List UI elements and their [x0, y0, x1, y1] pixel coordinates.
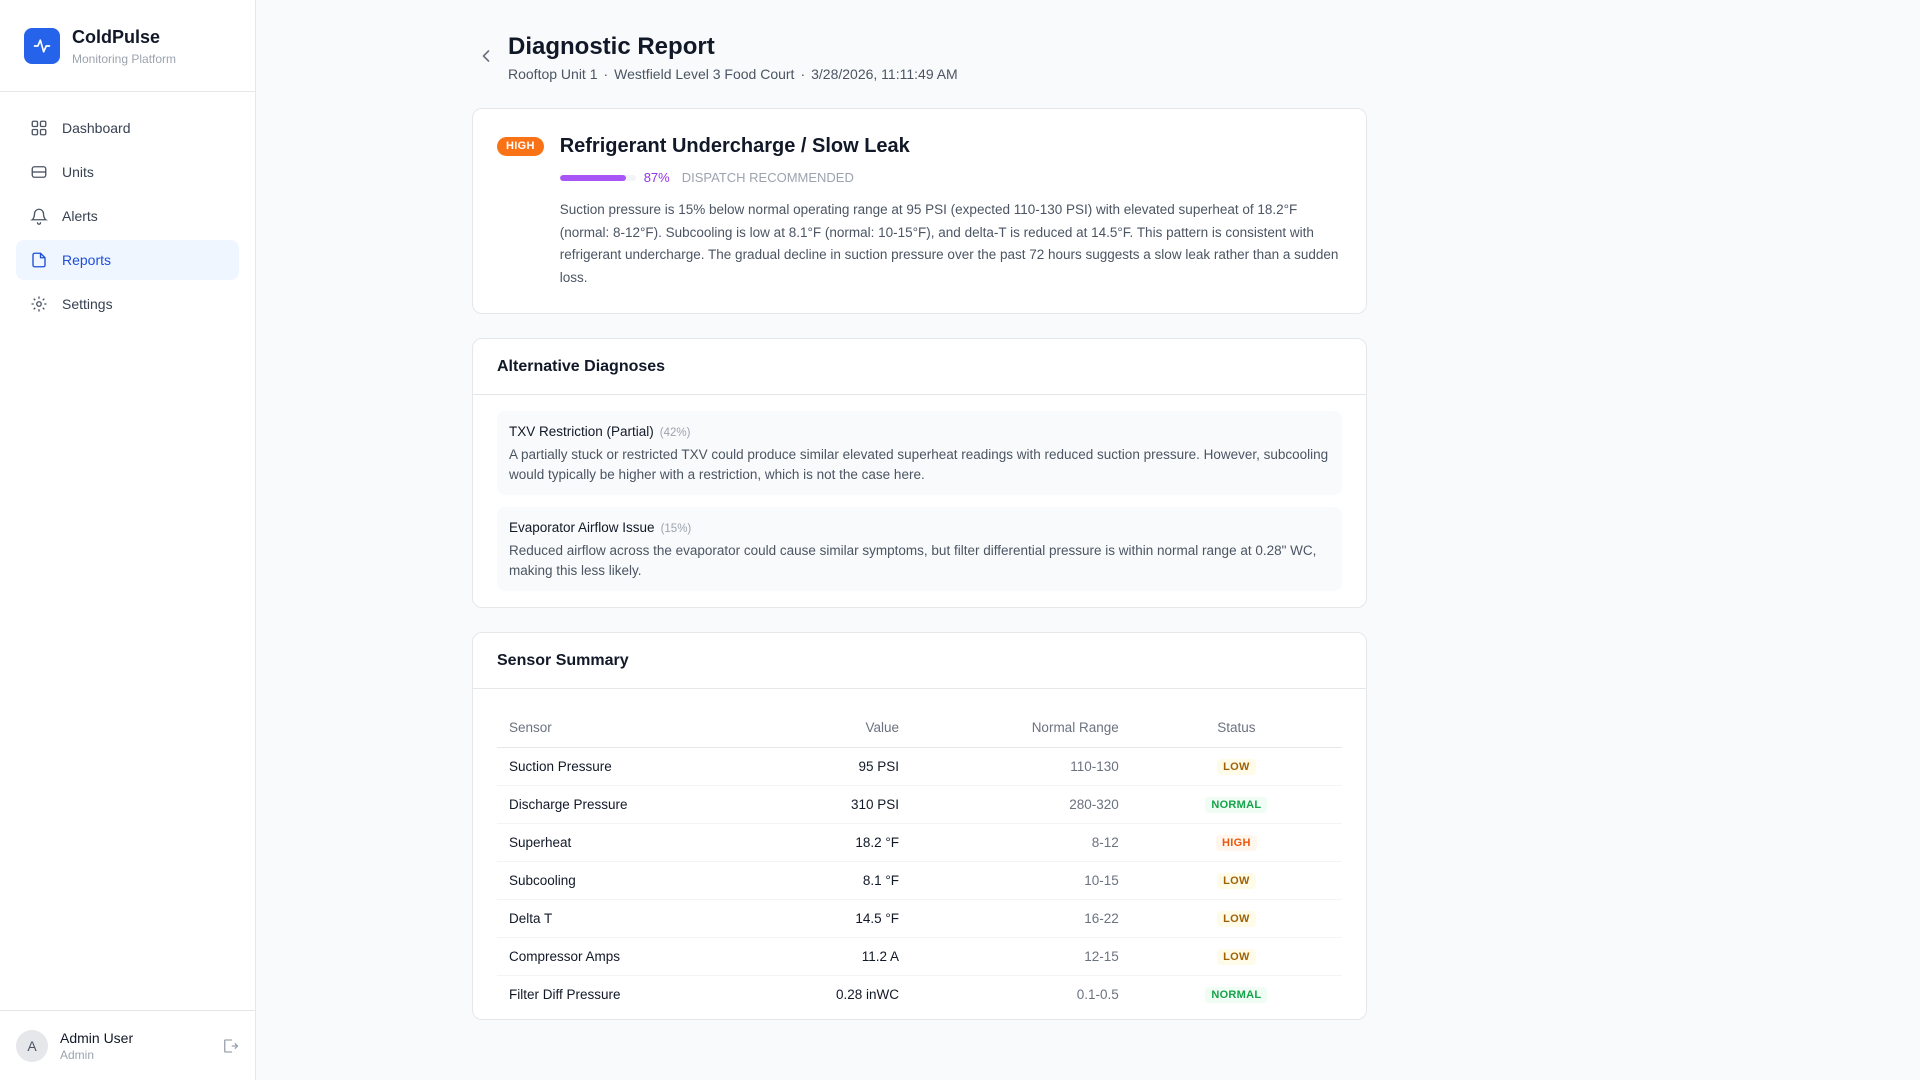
sensor-table: Sensor Value Normal Range Status Suction…: [497, 709, 1342, 1013]
gear-icon: [30, 295, 48, 313]
status-badge: LOW: [1217, 948, 1256, 965]
sensor-value: 14.5 °F: [784, 899, 912, 938]
page-header: Diagnostic Report Rooftop Unit 1 · Westfie…: [472, 32, 1367, 82]
severity-badge: HIGH: [497, 137, 544, 156]
logout-icon[interactable]: [221, 1037, 239, 1055]
sensor-value: 310 PSI: [784, 785, 912, 824]
confidence-bar-fill: [559, 174, 626, 181]
status-badge: LOW: [1217, 910, 1256, 927]
status-badge: NORMAL: [1205, 986, 1268, 1003]
status-badge: LOW: [1217, 872, 1256, 889]
sensor-name: Discharge Pressure: [497, 785, 785, 824]
confidence-percent: 87%: [643, 170, 670, 185]
location: Westfield Level 3 Food Court: [614, 66, 795, 82]
alternative-diagnoses-card: Alternative Diagnoses TXV Restriction (P…: [472, 338, 1367, 608]
sensor-value: 95 PSI: [784, 747, 912, 786]
sensor-value: 11.2 A: [784, 937, 912, 976]
sensor-normal-range: 10-15: [911, 861, 1131, 900]
sidebar-item-dashboard[interactable]: Dashboard: [16, 108, 239, 148]
confidence-bar: [559, 174, 636, 181]
sidebar-item-label: Reports: [62, 252, 112, 268]
sensor-normal-range: 8-12: [911, 823, 1131, 862]
sensor-name: Superheat: [497, 823, 785, 862]
sidebar-nav: Dashboard Units Alerts Reports: [0, 92, 255, 1010]
alternative-name: TXV Restriction (Partial): [509, 424, 654, 439]
file-icon: [30, 251, 48, 269]
column-header-value: Value: [784, 709, 912, 748]
bell-icon: [30, 207, 48, 225]
table-row: Suction Pressure 95 PSI 110-130 LOW: [497, 747, 1342, 786]
sensor-normal-range: 16-22: [911, 899, 1131, 938]
sensor-name: Subcooling: [497, 861, 785, 900]
brand-subtitle: Monitoring Platform: [72, 51, 177, 66]
sensor-value: 0.28 inWC: [836, 986, 900, 1002]
table-row: Discharge Pressure 310 PSI 280-320 NORMA…: [497, 785, 1342, 824]
sensor-name: Suction Pressure: [497, 747, 785, 786]
user-role: Admin: [60, 1047, 95, 1062]
primary-diagnosis-card: HIGH Refrigerant Undercharge / Slow Leak…: [472, 108, 1367, 314]
grid-icon: [30, 119, 48, 137]
page-subtitle: Rooftop Unit 1 · Westfield Level 3 Food Co…: [508, 66, 958, 82]
sensor-name: Compressor Amps: [497, 937, 785, 976]
status-badge: NORMAL: [1205, 796, 1268, 813]
sidebar-item-settings[interactable]: Settings: [16, 284, 239, 324]
sensor-value: 18.2 °F: [784, 823, 912, 862]
sidebar-item-label: Settings: [62, 296, 113, 312]
sidebar-item-units[interactable]: Units: [16, 152, 239, 192]
column-header-status: Status: [1130, 709, 1342, 748]
sensor-value: 8.1 °F: [784, 861, 912, 900]
column-header-sensor: Sensor: [497, 709, 785, 748]
main-content: Diagnostic Report Rooftop Unit 1 · Westfie…: [256, 0, 1920, 1080]
table-row: Filter Diff Pressure 0.28 inWC 0.1-0.5 N…: [497, 975, 1342, 1013]
alternative-item: TXV Restriction (Partial) (42%) A partial…: [497, 411, 1342, 495]
section-title: Alternative Diagnoses: [473, 339, 1366, 395]
alternative-percent: (15%): [660, 523, 692, 535]
sidebar-item-alerts[interactable]: Alerts: [16, 196, 239, 236]
separator: ·: [800, 66, 806, 82]
sidebar-item-label: Units: [62, 164, 94, 180]
table-row: Delta T 14.5 °F 16-22 LOW: [497, 899, 1342, 938]
back-chevron-icon[interactable]: [476, 46, 496, 66]
brand-name: ColdPulse: [72, 26, 161, 47]
table-row: Superheat 18.2 °F 8-12 HIGH: [497, 823, 1342, 862]
recommendation: DISPATCH RECOMMENDED: [681, 170, 854, 185]
sensor-normal-range: 280-320: [911, 785, 1131, 824]
sensor-summary-card: Sensor Summary Sensor Value Normal Range…: [472, 632, 1367, 1020]
diagnosis-description: Suction pressure is 15% below normal ope…: [559, 202, 1339, 285]
alternative-list: TXV Restriction (Partial) (42%) A partial…: [473, 395, 1366, 607]
user-profile: A Admin User Admin: [0, 1010, 255, 1080]
section-title: Sensor Summary: [473, 633, 1366, 689]
status-badge: LOW: [1217, 758, 1256, 775]
alternative-item: Evaporator Airflow Issue (15%) Reduced ai…: [497, 507, 1342, 591]
brand: ColdPulse Monitoring Platform: [0, 0, 255, 92]
report-timestamp: 3/28/2026, 11:11:49 AM: [811, 66, 958, 82]
user-name: Admin User: [60, 1029, 134, 1046]
page-title: Diagnostic Report: [508, 33, 715, 60]
sidebar-item-reports[interactable]: Reports: [16, 240, 239, 280]
table-row: Subcooling 8.1 °F 10-15 LOW: [497, 861, 1342, 900]
sensor-name: Filter Diff Pressure: [509, 986, 621, 1002]
alternative-description: A partially stuck or restricted TXV coul…: [509, 447, 1329, 482]
alternative-name: Evaporator Airflow Issue: [509, 520, 655, 535]
column-header-range: Normal Range: [911, 709, 1131, 748]
confidence-row: 87% DISPATCH RECOMMENDED: [559, 170, 1340, 185]
avatar: A: [16, 1029, 48, 1062]
table-row: Compressor Amps 11.2 A 12-15 LOW: [497, 937, 1342, 976]
sidebar-item-label: Alerts: [62, 208, 98, 224]
sensor-normal-range: 12-15: [911, 937, 1131, 976]
table-header-row: Sensor Value Normal Range Status: [497, 709, 1342, 748]
sidebar-item-label: Dashboard: [62, 120, 131, 136]
alternative-description: Reduced airflow across the evaporator co…: [509, 543, 1317, 578]
sensor-name: Delta T: [497, 899, 785, 938]
unit-name: Rooftop Unit 1: [508, 66, 598, 82]
separator: ·: [603, 66, 609, 82]
sensor-normal-range: 110-130: [911, 747, 1131, 786]
pulse-icon: [24, 27, 60, 64]
alternative-percent: (42%): [659, 427, 691, 439]
sidebar: ColdPulse Monitoring Platform Dashboard …: [0, 0, 256, 1080]
status-badge: HIGH: [1216, 834, 1257, 851]
diagnosis-title: Refrigerant Undercharge / Slow Leak: [559, 135, 910, 157]
server-icon: [30, 163, 48, 181]
sensor-normal-range: 0.1-0.5: [1076, 986, 1119, 1002]
